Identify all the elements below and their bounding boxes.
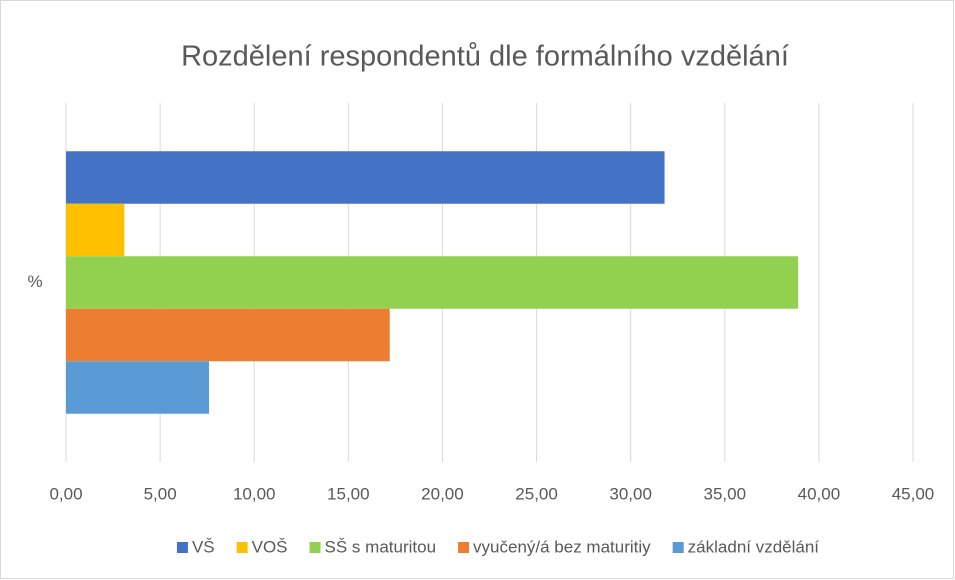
x-tick-label: 25,00: [515, 484, 558, 503]
x-tick-label: 0,00: [49, 484, 82, 503]
bar: [66, 308, 390, 362]
legend-swatch: [672, 542, 684, 553]
bar: [66, 203, 125, 257]
chart-title: Rozdělení respondentů dle formálního vzd…: [181, 41, 789, 73]
x-tick-label: 20,00: [421, 484, 464, 503]
y-tick-label: %: [27, 272, 42, 291]
legend-label: VŠ: [192, 537, 215, 556]
bar: [66, 151, 665, 204]
legend-swatch: [309, 542, 321, 553]
legend-label: SŠ s maturitou: [325, 537, 437, 556]
bar: [66, 256, 799, 309]
bar: [66, 361, 210, 414]
legend-label: základní vzdělání: [688, 537, 820, 556]
legend-swatch: [176, 542, 188, 553]
legend-swatch: [458, 542, 470, 553]
legend-label: VOŠ: [252, 537, 288, 556]
x-tick-label: 10,00: [233, 484, 276, 503]
x-tick-label: 5,00: [144, 484, 177, 503]
x-tick-label: 15,00: [327, 484, 370, 503]
x-tick-label: 30,00: [609, 484, 652, 503]
x-tick-label: 45,00: [892, 484, 935, 503]
legend-label: vyučený/á bez maturitiy: [473, 537, 651, 556]
x-tick-label: 35,00: [704, 484, 747, 503]
x-tick-label: 40,00: [798, 484, 841, 503]
legend-swatch: [236, 542, 248, 553]
